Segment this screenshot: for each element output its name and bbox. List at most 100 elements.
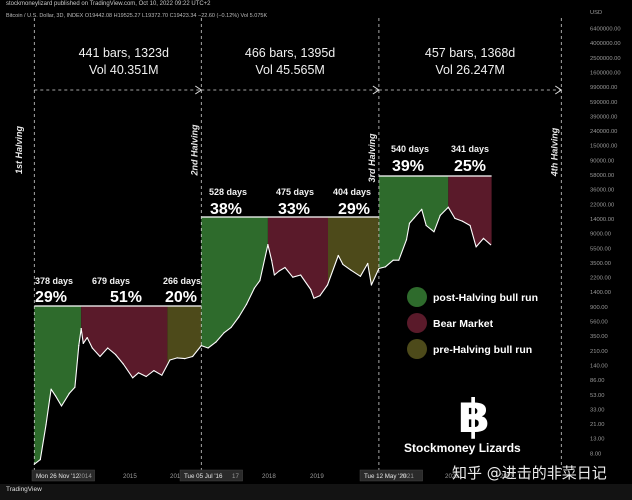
- cycle-volume: Vol 26.247M: [435, 63, 505, 77]
- price-point: [82, 342, 84, 344]
- price-point: [367, 262, 369, 265]
- phase-days: 475 days: [276, 187, 314, 197]
- price-line: [33, 206, 491, 465]
- price-tick-label: 22000.00: [590, 202, 614, 208]
- price-tick-label: 90000.00: [590, 158, 614, 164]
- price-point: [145, 375, 147, 378]
- price-tick-label: 900.00: [590, 305, 608, 311]
- phase-percent: 51%: [110, 289, 142, 306]
- price-point: [447, 206, 449, 208]
- price-point: [132, 377, 134, 379]
- price-point: [80, 328, 82, 330]
- bitcoin-logo: ฿: [458, 389, 490, 443]
- price-point: [439, 214, 441, 216]
- price-point: [215, 341, 217, 343]
- price-tick-label: 9000.00: [590, 232, 611, 238]
- price-point: [370, 284, 372, 286]
- phase-region: [167, 306, 202, 365]
- price-point: [469, 224, 471, 227]
- price-point: [122, 363, 124, 365]
- price-point: [475, 246, 477, 248]
- cycle-volume: Vol 45.565M: [255, 63, 325, 77]
- price-tick-label: 990000.00: [590, 85, 617, 91]
- halving-label: 2nd Halving: [189, 124, 199, 177]
- phase-days: 378 days: [35, 276, 73, 286]
- price-tick-label: 1600000.00: [590, 71, 621, 77]
- price-point: [300, 274, 302, 276]
- phase-percent: 25%: [454, 158, 486, 175]
- price-point: [245, 303, 248, 305]
- tradingview-label[interactable]: TradingView: [6, 486, 42, 493]
- price-tick-label: 350.00: [590, 334, 608, 340]
- cycle-bars: 441 bars, 1323d: [79, 46, 169, 60]
- phase-region: [448, 176, 492, 247]
- phase-days: 266 days: [163, 276, 201, 286]
- time-tick-label: 2015: [123, 473, 137, 480]
- legend-swatch: [407, 339, 427, 359]
- price-tick-label: 150000.00: [590, 144, 617, 150]
- cycle-volume: Vol 40.351M: [89, 63, 159, 77]
- price-point: [278, 270, 280, 272]
- price-point: [378, 267, 380, 270]
- time-tick-label: 2019: [310, 473, 324, 480]
- price-point: [326, 284, 329, 286]
- price-tick-label: 86.00: [590, 378, 605, 384]
- price-tick-label: 13.00: [590, 437, 605, 443]
- price-tick-label: 5500.00: [590, 246, 611, 252]
- halving-label: 3rd Halving: [367, 133, 377, 183]
- price-point: [78, 345, 80, 347]
- price-point: [60, 405, 63, 407]
- price-tick-label: 3500.00: [590, 261, 611, 267]
- tradingview-bar: [0, 484, 632, 500]
- phase-days: 679 days: [92, 276, 130, 286]
- price-tick-label: 58000.00: [590, 173, 614, 179]
- time-tick-label: Mon 26 Nov '12: [36, 473, 80, 480]
- phase-region: [267, 217, 328, 298]
- time-tick-label: Tue 05 Jul '16: [184, 473, 223, 480]
- price-tick-label: 140.00: [590, 363, 608, 369]
- price-point: [359, 275, 361, 277]
- price-tick-label: 4000000.00: [590, 41, 621, 47]
- price-point: [50, 388, 52, 390]
- phase-region: [201, 217, 268, 348]
- price-tick-label: 2500000.00: [590, 56, 621, 62]
- legend-label: post-Halving bull run: [433, 292, 538, 304]
- date-marker-box: [179, 469, 243, 482]
- publisher-line: stockmoneylizard published on TradingVie…: [6, 1, 211, 7]
- phase-region: [378, 176, 449, 269]
- phase-percent: 33%: [278, 201, 310, 218]
- price-point: [137, 372, 140, 374]
- price-point: [238, 316, 240, 318]
- price-chart[interactable]: USD 6400000.00 4000000.00 2500000.00 1600000…: [0, 0, 632, 484]
- price-point: [176, 357, 178, 359]
- price-point: [284, 266, 286, 269]
- price-point: [223, 332, 225, 334]
- price-tick-label: 590000.00: [590, 100, 617, 106]
- price-point: [454, 217, 456, 219]
- price-point: [200, 345, 202, 347]
- time-tick-label: Tue 12 May '20: [364, 473, 407, 480]
- arrowhead: [555, 85, 563, 95]
- price-point: [292, 276, 294, 278]
- price-tick-label: 210.00: [590, 349, 608, 355]
- legend-label: pre-Halving bull run: [433, 344, 532, 356]
- price-point: [54, 395, 57, 397]
- price-point: [99, 355, 101, 358]
- price-point: [384, 266, 386, 268]
- time-tick-label: 2014: [78, 473, 92, 480]
- time-tick-label: 2021: [400, 473, 414, 480]
- phase-days: 528 days: [209, 187, 247, 197]
- phase-percent: 20%: [165, 289, 197, 306]
- phase-region: [81, 306, 168, 378]
- phase-percent: 38%: [210, 201, 242, 218]
- price-tick-label: 33.00: [590, 407, 605, 413]
- price-point: [398, 259, 400, 261]
- price-tick-label: 36000.00: [590, 188, 614, 194]
- price-point: [259, 280, 261, 282]
- price-point: [230, 326, 232, 328]
- price-point: [271, 259, 273, 261]
- price-point: [68, 392, 70, 394]
- price-point: [153, 370, 155, 372]
- phase-days: 404 days: [333, 187, 371, 197]
- price-point: [207, 347, 209, 349]
